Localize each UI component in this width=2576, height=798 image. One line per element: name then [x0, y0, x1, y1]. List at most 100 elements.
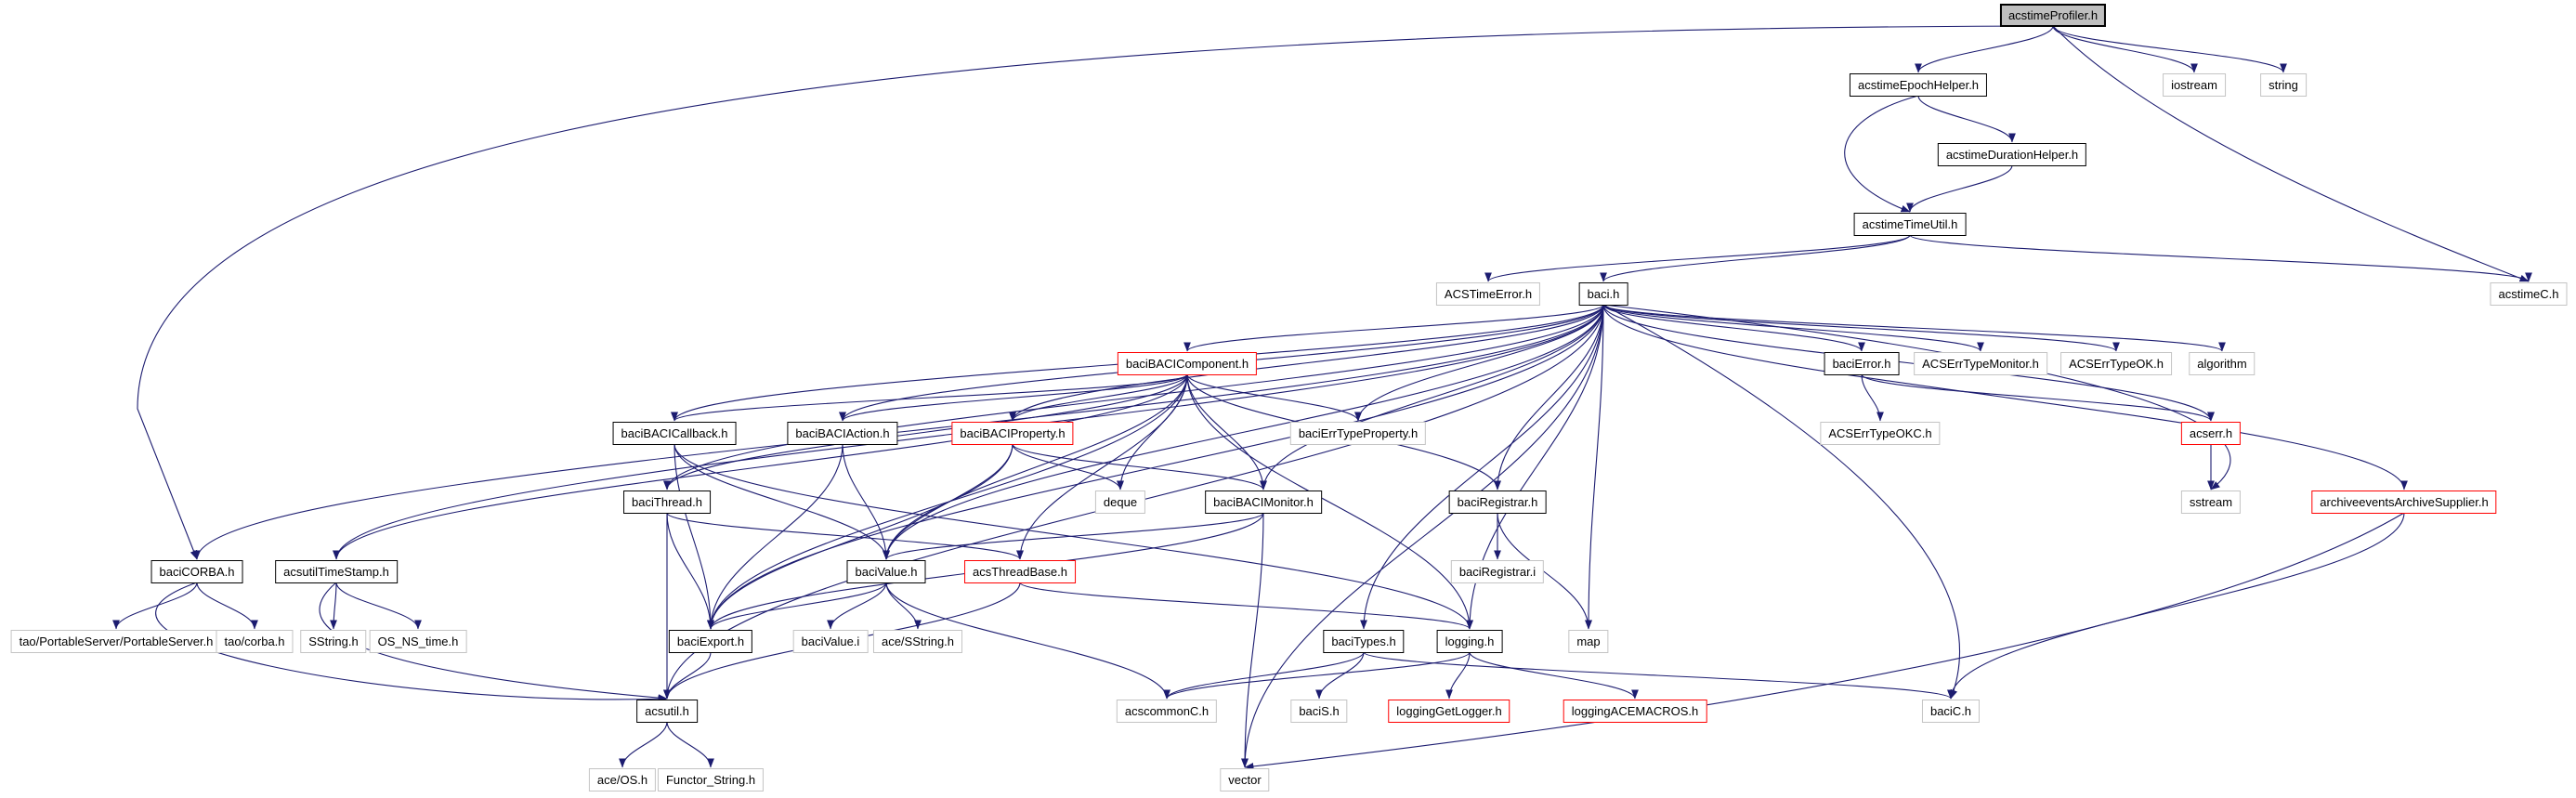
edge-component-logging	[1186, 373, 1473, 630]
node-acesstring: ace/SString.h	[872, 630, 963, 653]
edge-export-acsutil	[663, 651, 712, 700]
node-threadbase[interactable]: acsThreadBase.h	[964, 560, 1076, 583]
node-component[interactable]: baciBACIComponent.h	[1117, 352, 1258, 375]
node-bacis: baciS.h	[1290, 700, 1348, 723]
node-epoch[interactable]: acstimeEpochHelper.h	[1849, 73, 1988, 97]
edge-property-monitor	[1012, 443, 1267, 491]
edge-prof-iostream	[2052, 25, 2198, 73]
edge-baci-sstream	[1602, 304, 2231, 491]
node-acscommonc: acscommonC.h	[1116, 700, 1218, 723]
edge-archive-bacic	[1947, 512, 2405, 700]
edge-prof-corba	[137, 25, 2054, 560]
node-map: map	[1568, 630, 1609, 653]
edge-prof-string	[2052, 25, 2287, 73]
edge-action-value	[842, 443, 890, 560]
edge-corba-taocorba	[196, 582, 258, 630]
edge-callback-value	[673, 443, 890, 560]
node-aceos: ace/OS.h	[588, 768, 657, 791]
node-errtypeprop: baciErrTypeProperty.h	[1289, 422, 1427, 445]
edge-timeutil-acstimec	[1909, 234, 2532, 282]
node-monitor[interactable]: baciBACIMonitor.h	[1205, 491, 1322, 514]
node-registrari: baciRegistrar.i	[1450, 560, 1545, 583]
node-acemacros[interactable]: loggingACEMACROS.h	[1563, 700, 1707, 723]
node-types[interactable]: baciTypes.h	[1323, 630, 1405, 653]
node-osnstime: OS_NS_time.h	[369, 630, 467, 653]
edge-component-thread	[663, 373, 1188, 491]
node-acserr[interactable]: acserr.h	[2180, 422, 2242, 445]
node-archive[interactable]: archiveeventsArchiveSupplier.h	[2311, 491, 2497, 514]
edge-prof-epoch	[1915, 25, 2054, 73]
edge-logging-acscommonc	[1163, 651, 1471, 700]
edge-types-bacic	[1363, 651, 1955, 700]
node-acstimeerr: ACSTimeError.h	[1435, 282, 1541, 306]
edge-baci-types	[1360, 304, 1604, 630]
edge-types-acscommonc	[1163, 651, 1365, 700]
node-functor: Functor_String.h	[657, 768, 765, 791]
node-timestamp[interactable]: acsutilTimeStamp.h	[275, 560, 398, 583]
node-corba[interactable]: baciCORBA.h	[150, 560, 243, 583]
edge-bacierror-acserr	[1861, 373, 2215, 422]
node-deque: deque	[1094, 491, 1146, 514]
edge-thread-export	[666, 512, 714, 630]
edge-baci-component	[1183, 304, 1604, 352]
edge-baci-algorithm	[1602, 304, 2226, 352]
node-callback[interactable]: baciBACICallback.h	[612, 422, 737, 445]
edge-baci-registrar	[1494, 304, 1604, 491]
node-baci[interactable]: baci.h	[1578, 282, 1628, 306]
node-algorithm: algorithm	[2189, 352, 2256, 375]
node-bacierror[interactable]: baciError.h	[1824, 352, 1900, 375]
node-string: string	[2260, 73, 2307, 97]
edge-property-deque	[1012, 443, 1124, 491]
node-sstream: sstream	[2180, 491, 2242, 514]
node-dur[interactable]: acstimeDurationHelper.h	[1937, 143, 2087, 166]
node-acsutil[interactable]: acsutil.h	[636, 700, 698, 723]
edge-baci-map	[1585, 304, 1604, 630]
edge-component-monitor	[1186, 373, 1267, 491]
node-registrar[interactable]: baciRegistrar.h	[1448, 491, 1547, 514]
edge-epoch-dur	[1917, 95, 2016, 143]
edge-monitor-vector	[1241, 512, 1264, 768]
node-prof: acstimeProfiler.h	[1999, 4, 2107, 27]
node-timeutil[interactable]: acstimeTimeUtil.h	[1853, 213, 1967, 236]
edge-component-errtypeprop	[1186, 373, 1362, 422]
edge-corba-acsutil	[155, 582, 668, 703]
node-action[interactable]: baciBACIAction.h	[787, 422, 898, 445]
edge-baci-bacic	[1602, 304, 1960, 700]
edge-property-export	[707, 443, 1013, 630]
edge-component-callback	[671, 373, 1188, 422]
node-iostream: iostream	[2163, 73, 2226, 97]
edge-baci-property	[1009, 304, 1604, 422]
edge-baci-export	[707, 304, 1604, 630]
edge-archive-vector	[1244, 512, 2405, 770]
edge-acsutil-aceos	[619, 721, 668, 768]
node-getlogger[interactable]: loggingGetLogger.h	[1388, 700, 1510, 723]
edge-logging-acemacros	[1469, 651, 1639, 700]
node-thread[interactable]: baciThread.h	[623, 491, 711, 514]
node-value[interactable]: baciValue.h	[846, 560, 926, 583]
node-logging[interactable]: logging.h	[1436, 630, 1503, 653]
node-export[interactable]: baciExport.h	[668, 630, 753, 653]
node-errok: ACSErrTypeOK.h	[2060, 352, 2172, 375]
edge-bacierror-errokc	[1861, 373, 1884, 422]
node-property[interactable]: baciBACIProperty.h	[951, 422, 1074, 445]
edge-thread-threadbase	[666, 512, 1024, 560]
edge-timeutil-acstimeerr	[1484, 234, 1911, 282]
edge-value-acesstring	[885, 582, 922, 630]
edge-baci-errok	[1602, 304, 2120, 352]
edge-component-action	[839, 373, 1188, 422]
edge-baci-corba	[193, 304, 1604, 560]
edge-baci-thread	[663, 304, 1604, 491]
node-errokc: ACSErrTypeOKC.h	[1820, 422, 1941, 445]
edge-baci-archive	[1602, 304, 2408, 491]
node-valuei: baciValue.i	[792, 630, 869, 653]
edge-corba-taops	[112, 582, 198, 630]
edge-threadbase-logging	[1019, 582, 1473, 630]
edge-baci-bacierror	[1602, 304, 1865, 352]
edge-value-acscommonc	[885, 582, 1170, 700]
edge-timeutil-baci	[1600, 234, 1911, 282]
edge-baci-monitor	[1260, 304, 1604, 491]
edge-timestamp-sstring	[330, 582, 337, 630]
edge-component-threadbase	[1016, 373, 1188, 560]
edge-value-export	[707, 582, 887, 630]
